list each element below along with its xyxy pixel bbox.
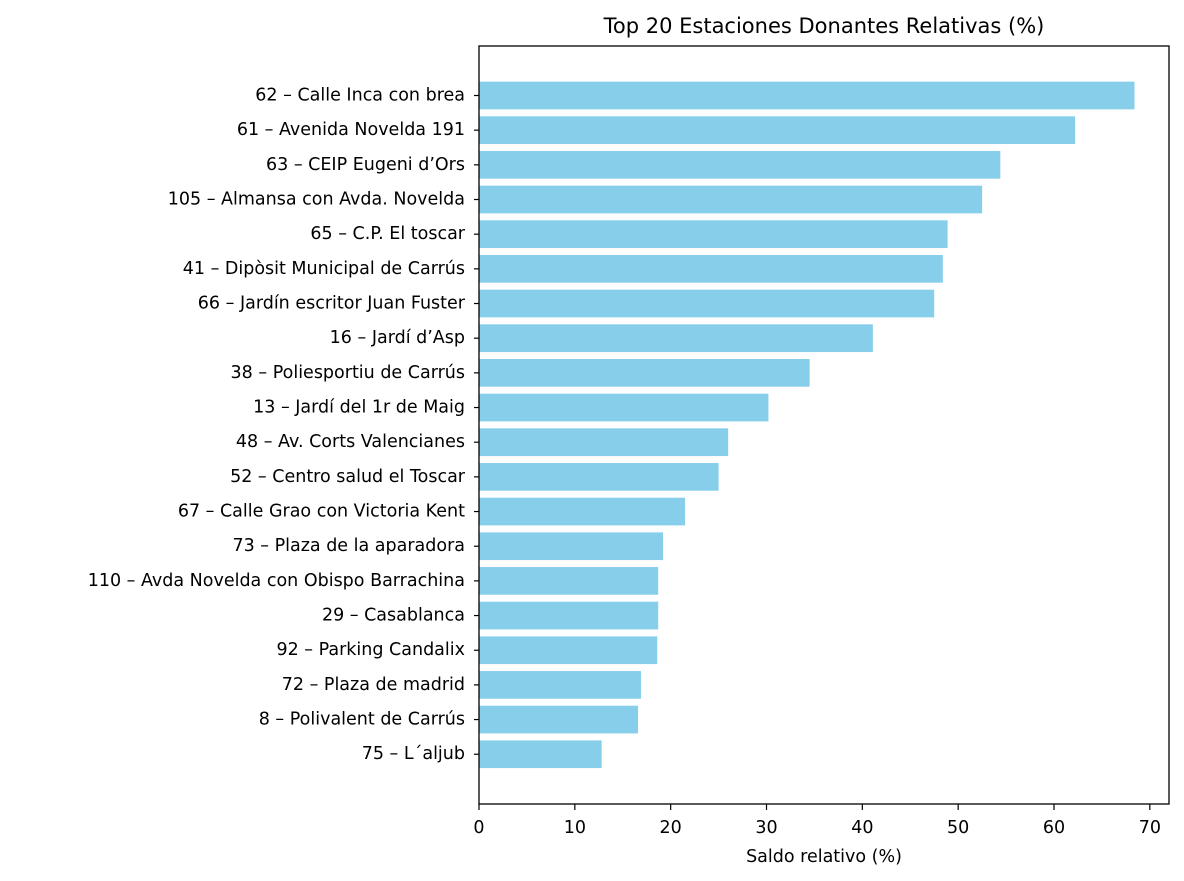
y-tick-label: 52 – Centro salud el Toscar	[230, 467, 466, 487]
bar	[479, 185, 983, 214]
y-tick-label: 63 – CEIP Eugeni d’Ors	[266, 155, 465, 175]
y-tick-label: 62 – Calle Inca con brea	[255, 86, 465, 106]
bar	[479, 740, 602, 769]
x-tick-label: 50	[947, 818, 969, 838]
x-tick-label: 10	[564, 818, 586, 838]
plot-frame	[478, 45, 1170, 805]
bar	[479, 289, 935, 318]
y-tick-label: 72 – Plaza de madrid	[282, 675, 465, 695]
bar	[479, 428, 729, 457]
bar	[479, 359, 810, 387]
bar	[479, 393, 769, 422]
x-tick-label: 70	[1139, 818, 1161, 838]
y-tick-label: 48 – Av. Corts Valencianes	[236, 432, 465, 452]
y-tick-label: 110 – Avda Novelda con Obispo Barrachina	[88, 571, 465, 591]
bars-group	[479, 81, 1135, 769]
x-tick-label: 40	[851, 818, 873, 838]
y-tick-label: 75 – L´aljub	[362, 744, 465, 764]
bar	[479, 150, 1001, 179]
y-axis-labels: 62 – Calle Inca con brea 61 – Avenida Nov…	[88, 86, 479, 764]
bar	[479, 705, 639, 734]
bar	[479, 116, 1076, 145]
y-tick-label: 65 – C.P. El toscar	[310, 224, 465, 244]
y-tick-label: 13 – Jardí del 1r de Maig	[253, 398, 465, 418]
y-tick-label: 16 – Jardí d’Asp	[330, 328, 465, 348]
y-tick-label: 73 – Plaza de la aparadora	[232, 536, 465, 556]
chart-title: Top 20 Estaciones Donantes Relativas (%)	[603, 14, 1045, 38]
y-tick-label: 8 – Polivalent de Carrús	[259, 710, 465, 730]
bar	[479, 601, 659, 630]
y-tick-label: 38 – Poliesportiu de Carrús	[231, 363, 465, 383]
y-tick-label: 66 – Jardín escritor Juan Fuster	[198, 294, 466, 314]
y-tick-label: 92 – Parking Candalix	[276, 640, 465, 660]
bar	[479, 463, 719, 491]
x-tick-label: 20	[660, 818, 682, 838]
x-tick-label: 60	[1043, 818, 1065, 838]
bar	[479, 220, 948, 249]
bar	[479, 532, 663, 561]
x-tick-label: 30	[755, 818, 777, 838]
x-axis-ticks: 0 10 20 30 40 50 60 70	[473, 804, 1161, 838]
x-tick-label: 0	[473, 818, 484, 838]
y-tick-label: 61 – Avenida Novelda 191	[237, 120, 465, 140]
bar	[479, 671, 641, 699]
y-tick-label: 29 – Casablanca	[322, 606, 465, 626]
bar	[479, 324, 873, 353]
bar	[479, 497, 686, 526]
y-tick-label: 105 – Almansa con Avda. Novelda	[168, 190, 465, 210]
bar	[479, 636, 658, 665]
bar	[479, 81, 1135, 110]
y-tick-label: 41 – Dipòsit Municipal de Carrús	[183, 259, 465, 279]
bar	[479, 255, 943, 283]
bar	[479, 567, 659, 595]
y-tick-label: 67 – Calle Grao con Victoria Kent	[178, 502, 465, 522]
x-axis-title: Saldo relativo (%)	[746, 847, 902, 867]
